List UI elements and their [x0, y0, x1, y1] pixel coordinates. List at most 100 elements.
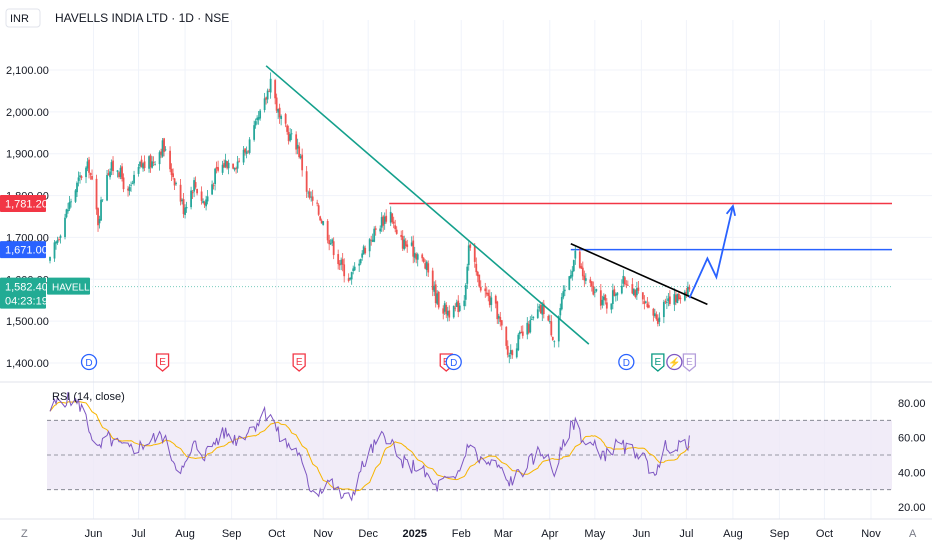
candle-body[interactable] — [163, 138, 165, 152]
earnings-icon[interactable] — [682, 353, 697, 372]
candle-body[interactable] — [284, 114, 287, 124]
candle-body[interactable] — [637, 287, 640, 291]
candle-body[interactable] — [437, 291, 440, 308]
horizontal-levels[interactable] — [47, 202, 892, 288]
candle-body[interactable] — [431, 270, 434, 290]
candle-body[interactable] — [109, 171, 111, 178]
candle-body[interactable] — [80, 176, 83, 178]
candle-body[interactable] — [653, 313, 656, 317]
candle-body[interactable] — [422, 258, 425, 262]
candle-body[interactable] — [643, 301, 646, 304]
candle-body[interactable] — [221, 164, 224, 173]
candle-body[interactable] — [551, 336, 554, 340]
candle-body[interactable] — [131, 183, 134, 185]
candle-body[interactable] — [391, 213, 394, 223]
event-marker-earnings[interactable]: E — [292, 353, 306, 372]
candle-body[interactable] — [542, 303, 545, 315]
candle-body[interactable] — [494, 295, 497, 304]
candle-body[interactable] — [646, 303, 649, 308]
candle-body[interactable] — [466, 266, 469, 284]
candle-body[interactable] — [446, 310, 449, 316]
candle-body[interactable] — [148, 156, 150, 169]
candle-body[interactable] — [254, 121, 257, 126]
candle-body[interactable] — [194, 182, 197, 188]
candle-body[interactable] — [319, 216, 322, 221]
candle-body[interactable] — [214, 168, 216, 185]
candle-body[interactable] — [527, 324, 530, 333]
candle-body[interactable] — [295, 134, 298, 150]
candle-body[interactable] — [169, 150, 171, 170]
candle-body[interactable] — [574, 250, 577, 259]
candle-body[interactable] — [635, 288, 638, 296]
candle-body[interactable] — [172, 173, 174, 178]
candle-body[interactable] — [433, 285, 436, 292]
candle-body[interactable] — [509, 349, 512, 355]
candle-body[interactable] — [122, 177, 125, 190]
candle-body[interactable] — [539, 305, 542, 314]
candle-body[interactable] — [55, 241, 57, 244]
candle-body[interactable] — [455, 302, 458, 308]
candle-body[interactable] — [352, 268, 355, 272]
candle-body[interactable] — [350, 272, 353, 280]
candle-body[interactable] — [371, 239, 374, 242]
candle-body[interactable] — [584, 278, 587, 281]
candle-body[interactable] — [182, 199, 185, 215]
candle-body[interactable] — [442, 308, 445, 314]
candle-body[interactable] — [67, 209, 69, 212]
candle-body[interactable] — [569, 275, 572, 279]
candle-body[interactable] — [224, 160, 227, 167]
candle-body[interactable] — [626, 284, 629, 286]
candle-body[interactable] — [298, 146, 301, 158]
candle-body[interactable] — [592, 286, 595, 295]
candle-body[interactable] — [644, 301, 647, 303]
event-marker-dividend[interactable]: D — [618, 353, 635, 371]
candle-body[interactable] — [65, 209, 68, 218]
candle-body[interactable] — [247, 150, 250, 152]
candle-body[interactable] — [683, 291, 686, 301]
candle-body[interactable] — [308, 191, 311, 198]
candle-body[interactable] — [673, 294, 676, 305]
candle-body[interactable] — [263, 98, 266, 111]
candle-body[interactable] — [53, 242, 56, 259]
candle-body[interactable] — [548, 321, 551, 322]
candle-body[interactable] — [473, 245, 476, 262]
trendlines[interactable] — [265, 65, 708, 345]
candle-body[interactable] — [59, 235, 62, 238]
candle-body[interactable] — [685, 291, 688, 295]
candle-body[interactable] — [256, 117, 259, 121]
candle-body[interactable] — [599, 290, 602, 306]
candle-body[interactable] — [343, 264, 346, 277]
candle-body[interactable] — [275, 97, 278, 111]
dividend-icon[interactable] — [445, 353, 462, 371]
candle-body[interactable] — [427, 263, 430, 273]
projection-path[interactable] — [688, 204, 736, 299]
candle-body[interactable] — [424, 263, 427, 269]
candle-body[interactable] — [269, 78, 272, 93]
candle-body[interactable] — [623, 277, 626, 285]
candle-body[interactable] — [389, 211, 392, 223]
candle-body[interactable] — [316, 202, 319, 204]
candle-body[interactable] — [452, 305, 455, 318]
candle-body[interactable] — [593, 291, 596, 293]
candle-body[interactable] — [106, 175, 108, 201]
candle-body[interactable] — [193, 180, 195, 192]
candle-body[interactable] — [413, 252, 416, 258]
candle-body[interactable] — [373, 228, 376, 242]
candle-body[interactable] — [580, 266, 583, 269]
candle-body[interactable] — [488, 295, 491, 306]
candle-body[interactable] — [227, 162, 230, 169]
candle-body[interactable] — [572, 260, 575, 272]
event-marker-earnings[interactable]: E — [155, 353, 170, 372]
candle-body[interactable] — [562, 291, 565, 298]
candle-body[interactable] — [496, 301, 499, 320]
candle-body[interactable] — [529, 320, 532, 333]
candle-body[interactable] — [485, 292, 488, 295]
candle-body[interactable] — [353, 266, 356, 271]
candle-body[interactable] — [259, 110, 262, 119]
time-axis[interactable]: Jun Jul Aug Sep Oct Nov Dec 2025 Feb Mar Apr May Jun… — [85, 528, 882, 540]
candle-body[interactable] — [515, 348, 518, 358]
candle-body[interactable] — [379, 228, 382, 232]
candle-body[interactable] — [158, 152, 161, 165]
candle-body[interactable] — [541, 304, 544, 315]
